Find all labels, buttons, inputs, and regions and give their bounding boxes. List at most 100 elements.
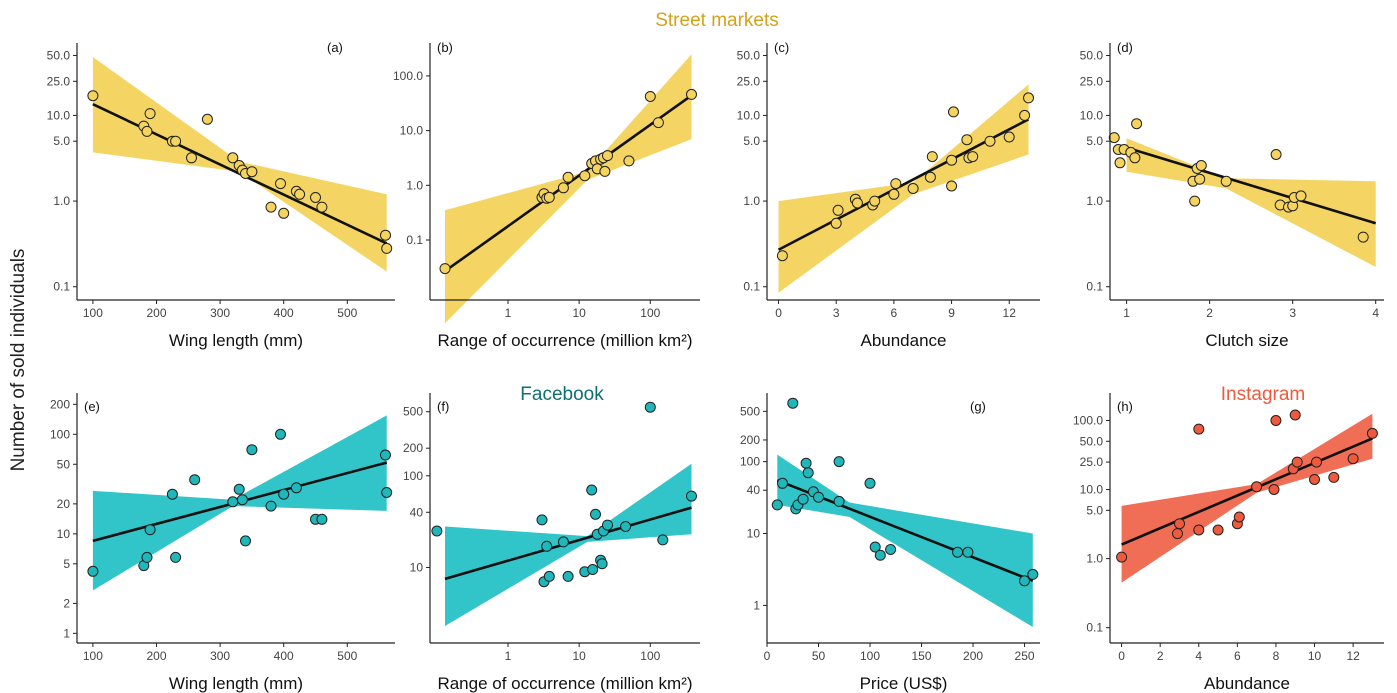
data-point [869,195,881,207]
y-tick-label: 10.0 [1080,108,1104,122]
y-tick-label: 10.0 [400,124,424,138]
data-point [380,229,391,241]
data-point [832,204,844,216]
data-point [278,207,290,219]
data-point [536,514,548,526]
data-point [1019,109,1031,121]
data-point [967,151,979,163]
data-point [652,117,664,129]
data-point [170,135,182,147]
x-tick-label: 4 [1195,649,1202,663]
data-point [87,90,99,102]
data-point [562,171,574,183]
y-tick-label: 100.0 [1073,413,1103,427]
regression-line [1126,146,1377,225]
y-tick-label: 5.0 [1086,134,1103,148]
y-tick-label: 50.0 [1080,434,1104,448]
y-tick-label: 100 [50,427,70,441]
x-tick-label: 100 [83,649,103,663]
data-point [1347,453,1359,465]
data-point [797,493,809,505]
y-tick-label: 500 [740,404,760,418]
data-point [1003,131,1015,143]
data-point [1193,524,1205,536]
data-point [1251,481,1263,493]
data-point [1289,409,1301,421]
data-point [1019,575,1030,587]
y-tick-label: 5.0 [1086,503,1103,517]
x-axis-label: Clutch size [1205,331,1288,350]
data-point [924,171,936,183]
x-tick-label: 0 [775,306,782,320]
data-point [1129,152,1141,164]
data-point [771,499,783,511]
data-point [596,558,608,570]
data-point [984,135,996,147]
y-tick-label: 50.0 [1080,49,1104,63]
data-point [587,564,599,575]
x-tick-label: 10 [572,306,586,320]
data-point [787,397,799,409]
data-point [874,549,886,561]
data-point [166,488,178,500]
data-point [233,483,245,495]
panel-label: (b) [437,40,453,55]
y-tick-label: 100 [403,469,423,483]
data-point [240,535,251,547]
confidence-band [1126,138,1376,267]
x-tick-label: 2 [1206,306,1213,320]
data-point [1027,568,1039,580]
confidence-band [778,84,1029,293]
y-axis-label: Number of sold individuals [8,249,29,472]
y-tick-label: 25.0 [1080,455,1104,469]
data-point [189,474,201,486]
panel-label: (h) [1117,399,1133,414]
data-point [657,534,669,546]
x-axis-label: Abundance [1204,674,1290,693]
data-point [141,551,153,563]
x-tick-label: 500 [337,649,357,663]
data-point [926,151,938,163]
panel-label: (c) [774,40,789,55]
y-tick-label: 50 [57,457,71,471]
y-tick-label: 20 [57,497,71,511]
data-point [813,491,824,503]
regression-line [1121,437,1373,546]
data-point [1328,471,1340,483]
data-point [381,487,393,498]
data-point [586,484,598,496]
x-tick-label: 100 [860,649,880,663]
data-point [557,182,569,194]
data-point [864,477,876,489]
x-tick-label: 100 [640,649,660,663]
data-point [294,188,306,200]
x-tick-label: 50 [812,649,826,663]
y-tick-label: 1.0 [1086,194,1103,208]
y-tick-label: 500 [403,405,423,419]
x-tick-label: 200 [146,649,166,663]
y-tick-label: 100 [740,455,760,469]
data-point [802,467,814,479]
y-tick-label: 10 [57,527,71,541]
x-axis-label: Abundance [860,331,946,350]
panel-h: 0 2 4 6 8 10 12 0.1 1.0 5.0 10.0 25.0 50.0 100.0 Abund… [1073,393,1384,693]
section-title-facebook: Facebook [520,384,604,405]
panel-f: 1 10 100 10 40 100 200 500 Range of occurrence (… [403,393,700,693]
data-point [278,488,290,500]
x-tick-label: 1 [505,306,512,320]
data-point [275,178,286,190]
data-point [1194,173,1206,185]
data-point [275,428,286,440]
panel-b: 1 10 100 0.1 1.0 10.0 100.0 Range of occurrence… [393,40,700,350]
y-tick-label: 200 [50,397,70,411]
data-point [1295,190,1307,202]
data-point [800,457,812,469]
panel-c: 0 3 6 9 12 0.1 1.0 5.0 10.0 25.0 50.0 Abundance (c) [737,40,1040,350]
y-tick-label: 10 [410,560,424,574]
y-tick-label: 10.0 [1080,483,1104,497]
data-point [962,546,974,558]
x-axis-label: Range of occurrence (million km²) [437,331,692,350]
x-tick-label: 10 [572,649,586,663]
data-point [1220,175,1232,187]
data-point [380,449,391,461]
